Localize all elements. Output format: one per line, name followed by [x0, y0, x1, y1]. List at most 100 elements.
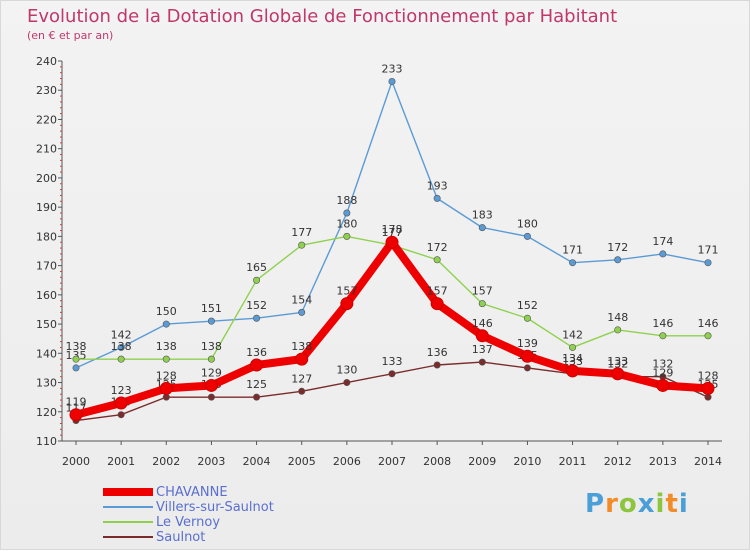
legend-label-saulnot: Saulnot: [156, 530, 206, 545]
data-point: [159, 381, 173, 395]
data-label: 165: [246, 261, 267, 274]
data-point: [433, 256, 441, 264]
data-point: [656, 378, 670, 392]
brand-letter: x: [637, 489, 656, 519]
x-tick-label: 2012: [604, 455, 632, 468]
legend-label-vernoy: Le Vernoy: [156, 515, 221, 530]
x-tick-label: 2005: [288, 455, 316, 468]
data-label: 150: [156, 305, 177, 318]
data-point: [611, 367, 625, 381]
x-tick-label: 2008: [423, 455, 451, 468]
data-label: 146: [698, 317, 719, 330]
data-point: [250, 358, 264, 372]
data-point: [704, 259, 712, 267]
data-point: [343, 232, 351, 240]
y-tick-label: 150: [36, 318, 57, 331]
data-label: 136: [246, 346, 267, 359]
y-tick-label: 110: [36, 435, 57, 448]
data-label: 183: [472, 209, 493, 222]
data-label: 151: [201, 302, 222, 315]
data-label: 133: [562, 355, 583, 368]
x-tick-label: 2009: [468, 455, 496, 468]
x-tick-label: 2002: [152, 455, 180, 468]
legend-swatch-chavanne: [103, 488, 153, 496]
data-label: 171: [698, 244, 719, 257]
y-tick-label: 190: [36, 201, 57, 214]
data-label: 129: [201, 366, 222, 379]
data-label: 188: [336, 194, 357, 207]
data-point: [520, 349, 534, 363]
data-label: 193: [427, 179, 448, 192]
data-label: 171: [562, 244, 583, 257]
data-label: 157: [427, 285, 448, 298]
data-point: [475, 329, 489, 343]
data-point: [523, 232, 531, 240]
data-label: 130: [336, 364, 357, 377]
x-tick-label: 2011: [559, 455, 587, 468]
data-point: [523, 314, 531, 322]
data-point: [253, 276, 261, 284]
data-point: [433, 361, 441, 369]
data-point: [701, 381, 715, 395]
data-point: [117, 343, 125, 351]
data-point: [478, 358, 486, 366]
data-point: [659, 250, 667, 258]
data-point: [117, 411, 125, 419]
data-label: 142: [111, 328, 132, 341]
chart-subtitle: (en € et par an): [27, 29, 114, 42]
y-tick-label: 220: [36, 113, 57, 126]
legend-swatch-villers: [103, 506, 153, 508]
data-point: [566, 364, 580, 378]
data-label: 157: [336, 285, 357, 298]
data-point: [207, 355, 215, 363]
data-label: 128: [156, 369, 177, 382]
data-label: 138: [201, 340, 222, 353]
data-label: 138: [156, 340, 177, 353]
data-point: [69, 408, 83, 422]
brand-letter: P: [585, 489, 606, 519]
data-point: [523, 364, 531, 372]
data-point: [433, 194, 441, 202]
data-point: [204, 378, 218, 392]
data-point: [704, 393, 712, 401]
data-point: [388, 77, 396, 85]
data-point: [569, 343, 577, 351]
data-point: [704, 332, 712, 340]
x-tick-label: 2003: [197, 455, 225, 468]
data-label: 133: [607, 355, 628, 368]
data-label: 177: [382, 226, 403, 239]
data-label: 142: [562, 328, 583, 341]
data-point: [253, 314, 261, 322]
x-tick-label: 2014: [694, 455, 722, 468]
y-tick-label: 180: [36, 230, 57, 243]
y-tick-label: 120: [36, 406, 57, 419]
y-tick-label: 130: [36, 377, 57, 390]
chart-title: Evolution de la Dotation Globale de Fonc…: [27, 6, 618, 27]
x-tick-label: 2007: [378, 455, 406, 468]
data-label: 154: [291, 293, 312, 306]
data-label: 138: [291, 340, 312, 353]
data-label: 152: [517, 299, 538, 312]
data-point: [569, 259, 577, 267]
data-point: [162, 355, 170, 363]
legend-swatch-saulnot: [103, 536, 153, 538]
data-label: 132: [652, 358, 673, 371]
legend-label-villers: Villers-sur-Saulnot: [156, 500, 274, 515]
data-label: 128: [698, 369, 719, 382]
data-label: 138: [66, 340, 87, 353]
x-tick-label: 2004: [243, 455, 271, 468]
data-label: 157: [472, 285, 493, 298]
data-label: 178: [382, 223, 403, 236]
data-point: [72, 355, 80, 363]
data-label: 136: [427, 346, 448, 359]
data-label: 172: [427, 241, 448, 254]
data-label: 180: [517, 217, 538, 230]
data-label: 146: [652, 317, 673, 330]
legend-label-chavanne: CHAVANNE: [156, 485, 228, 500]
data-point: [385, 235, 399, 249]
data-point: [295, 352, 309, 366]
y-tick-label: 200: [36, 172, 57, 185]
data-label: 132: [607, 358, 628, 371]
data-point: [478, 300, 486, 308]
data-point: [72, 364, 80, 372]
